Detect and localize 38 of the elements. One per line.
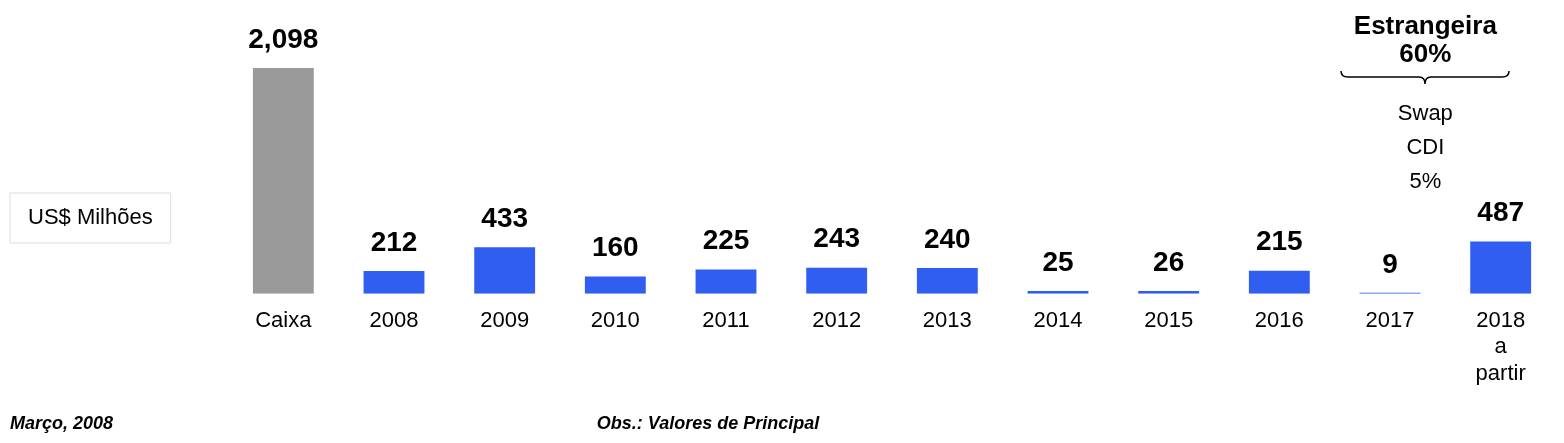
- x-tick-label: 2010: [590, 307, 640, 333]
- bar: [1470, 241, 1532, 294]
- x-tick-label: 2016: [1254, 307, 1304, 333]
- data-label: 26: [1153, 245, 1185, 277]
- x-tick-label: 2014: [1033, 307, 1083, 333]
- x-tick-label: 2018 a partir: [1475, 307, 1526, 385]
- x-tick-label: 2017: [1365, 307, 1415, 333]
- text: Março, 2008: [10, 413, 114, 433]
- bar: [584, 276, 646, 294]
- bar: [252, 68, 314, 294]
- data-label: 225: [702, 224, 750, 256]
- annotation: Swap CDI 5%: [1397, 100, 1453, 193]
- bar: [806, 267, 868, 294]
- bar: [363, 270, 425, 294]
- x-tick-label: 2009: [480, 307, 530, 333]
- bar: [474, 247, 536, 294]
- x-tick-label: 2012: [812, 307, 862, 333]
- x-tick-label: 2011: [702, 307, 750, 333]
- data-label: 9: [1382, 247, 1398, 279]
- data-label: 212: [370, 225, 418, 257]
- x-tick-label: 2008: [369, 307, 419, 333]
- data-label: 433: [481, 201, 529, 233]
- data-label: 160: [591, 231, 639, 263]
- data-label: 25: [1042, 245, 1074, 277]
- data-label: 215: [1255, 225, 1303, 257]
- x-tick-label: Caixa: [255, 307, 313, 333]
- data-label: 487: [1477, 196, 1525, 228]
- text: US$ Milhões: [28, 204, 153, 230]
- x-tick-label: 2015: [1144, 307, 1194, 333]
- data-label: 240: [923, 222, 971, 254]
- bar: [1248, 270, 1310, 294]
- data-label: 2,098: [248, 22, 319, 54]
- bar: [916, 267, 978, 294]
- annotation: Estrangeira 60%: [1353, 10, 1498, 68]
- x-tick-label: 2013: [922, 307, 972, 333]
- text: Obs.: Valores de Principal: [596, 413, 821, 433]
- data-label: 243: [813, 222, 861, 254]
- bar: [695, 269, 757, 294]
